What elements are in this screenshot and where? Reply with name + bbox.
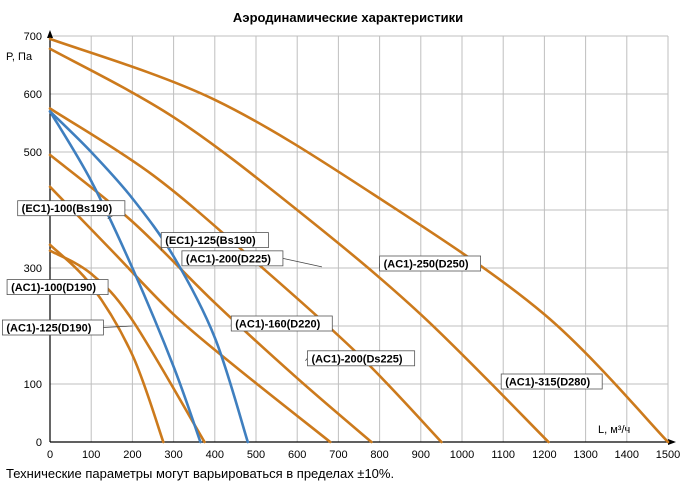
series-label: (AC1)-200(Ds225)	[305, 350, 416, 367]
series-line	[48, 110, 202, 444]
series-label: (AC1)-125(D190)	[2, 319, 133, 336]
series-label-text: (AC1)-315(D280)	[505, 377, 590, 389]
series-label-text: (AC1)-250(D250)	[384, 259, 469, 271]
series-label: (EC1)-125(Bs190)	[160, 232, 269, 251]
x-tick-label: 100	[82, 449, 100, 460]
x-tick-label: 1000	[450, 449, 474, 460]
label-box	[17, 200, 126, 217]
x-tick-label: 1500	[656, 449, 680, 460]
x-tick-label: 700	[329, 449, 347, 460]
series-line	[48, 249, 206, 444]
x-tick-label: 600	[288, 449, 306, 460]
series-label: (EC1)-100(Bs190)	[17, 200, 126, 220]
series-labels: (AC1)-315(D280) (AC1)-250(D250) (AC1)-200(…	[2, 200, 603, 390]
x-tick-label: 400	[206, 449, 224, 460]
label-box	[230, 315, 333, 332]
y-tick-label: 100	[24, 379, 42, 391]
y-axis-label: P, Па	[6, 51, 33, 63]
x-axis-label: L, м³/ч	[598, 424, 630, 436]
series-label-text: (AC1)-100(D190)	[11, 282, 96, 294]
x-tick-label: 900	[412, 449, 430, 460]
tolerance-note: Технические параметры могут варьироватьс…	[6, 466, 395, 481]
y-tick-label: 300	[24, 263, 42, 275]
aerodynamic-chart: Аэродинамические характеристики P, Па L,…	[2, 10, 680, 460]
label-box	[2, 319, 104, 336]
series-label-text: (AC1)-200(Ds225)	[311, 353, 402, 365]
x-tick-label: 1300	[573, 449, 597, 460]
series-line	[48, 243, 165, 444]
series-line	[48, 185, 332, 444]
x-tick-label: 1100	[491, 449, 515, 460]
y-tick-label: 0	[36, 437, 42, 449]
series-line	[48, 107, 443, 444]
label-box	[500, 373, 603, 390]
series-label-text: (AC1)-160(D220)	[235, 319, 320, 331]
x-tick-label: 0	[47, 449, 53, 460]
series-label: (AC1)-250(D250)	[379, 255, 482, 272]
label-box	[160, 232, 269, 249]
label-box	[307, 350, 416, 367]
label-leader	[103, 325, 133, 328]
y-tick-label: 500	[24, 147, 42, 159]
series-label-text: (AC1)-200(D225)	[186, 253, 271, 265]
y-axis-arrow-icon	[47, 30, 53, 38]
label-box	[6, 279, 109, 296]
label-box	[379, 255, 482, 272]
x-tick-label: 200	[123, 449, 141, 460]
y-tick-label: 700	[24, 31, 42, 43]
x-tick-label: 1200	[532, 449, 556, 460]
series-line	[48, 37, 670, 444]
series-label-text: (AC1)-125(D190)	[6, 323, 91, 335]
x-tick-label: 300	[164, 449, 182, 460]
label-leader	[282, 257, 323, 268]
x-tick-label: 800	[370, 449, 388, 460]
series-label: (AC1)-315(D280)	[500, 373, 603, 390]
series-label: (AC1)-200(D225)	[181, 250, 323, 268]
series-line	[48, 47, 550, 444]
y-tick-label: 600	[24, 89, 42, 101]
series-line	[48, 153, 373, 444]
series-label: (AC1)-100(D190)	[6, 279, 109, 296]
axes: 0 100 200 300 400 500 600 700 800 900 1000 1100 1200…	[24, 30, 680, 460]
x-axis-arrow-icon	[668, 439, 676, 445]
chart-title: Аэродинамические характеристики	[233, 10, 463, 25]
series-label-text: (EC1)-100(Bs190)	[22, 203, 113, 215]
label-box	[181, 250, 284, 267]
x-tick-label: 1400	[615, 449, 639, 460]
series-label-text: (EC1)-125(Bs190)	[165, 235, 256, 247]
series-label: (AC1)-160(D220)	[230, 315, 333, 332]
x-tick-label: 500	[247, 449, 265, 460]
